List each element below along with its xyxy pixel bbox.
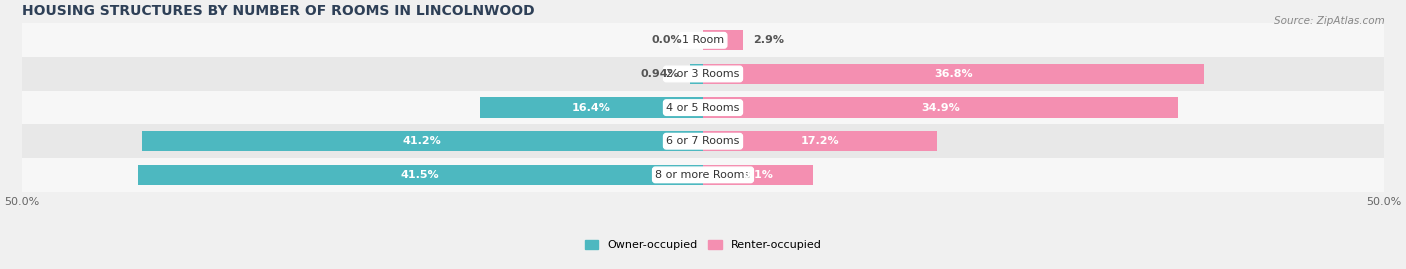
Text: 4 or 5 Rooms: 4 or 5 Rooms bbox=[666, 102, 740, 113]
Text: 16.4%: 16.4% bbox=[572, 102, 610, 113]
Bar bbox=[703, 64, 1205, 84]
Text: 36.8%: 36.8% bbox=[935, 69, 973, 79]
Bar bbox=[21, 23, 1385, 57]
Text: 34.9%: 34.9% bbox=[921, 102, 960, 113]
Bar bbox=[21, 124, 1385, 158]
Text: HOUSING STRUCTURES BY NUMBER OF ROOMS IN LINCOLNWOOD: HOUSING STRUCTURES BY NUMBER OF ROOMS IN… bbox=[21, 4, 534, 18]
Legend: Owner-occupied, Renter-occupied: Owner-occupied, Renter-occupied bbox=[585, 240, 821, 250]
Bar bbox=[690, 64, 703, 84]
Bar bbox=[703, 131, 938, 151]
Bar bbox=[21, 57, 1385, 91]
Text: 8 or more Rooms: 8 or more Rooms bbox=[655, 170, 751, 180]
Text: 0.94%: 0.94% bbox=[641, 69, 679, 79]
Text: 8.1%: 8.1% bbox=[742, 170, 773, 180]
Text: 0.0%: 0.0% bbox=[652, 35, 682, 45]
Text: 2.9%: 2.9% bbox=[754, 35, 785, 45]
Text: 2 or 3 Rooms: 2 or 3 Rooms bbox=[666, 69, 740, 79]
Bar bbox=[703, 97, 1178, 118]
Bar bbox=[703, 165, 813, 185]
Text: Source: ZipAtlas.com: Source: ZipAtlas.com bbox=[1274, 16, 1385, 26]
Bar bbox=[21, 91, 1385, 124]
Bar bbox=[138, 165, 703, 185]
Text: 41.5%: 41.5% bbox=[401, 170, 440, 180]
Bar bbox=[142, 131, 703, 151]
Bar bbox=[703, 30, 742, 50]
Text: 1 Room: 1 Room bbox=[682, 35, 724, 45]
Text: 17.2%: 17.2% bbox=[801, 136, 839, 146]
Text: 6 or 7 Rooms: 6 or 7 Rooms bbox=[666, 136, 740, 146]
Bar bbox=[21, 158, 1385, 192]
Bar bbox=[479, 97, 703, 118]
Text: 41.2%: 41.2% bbox=[404, 136, 441, 146]
